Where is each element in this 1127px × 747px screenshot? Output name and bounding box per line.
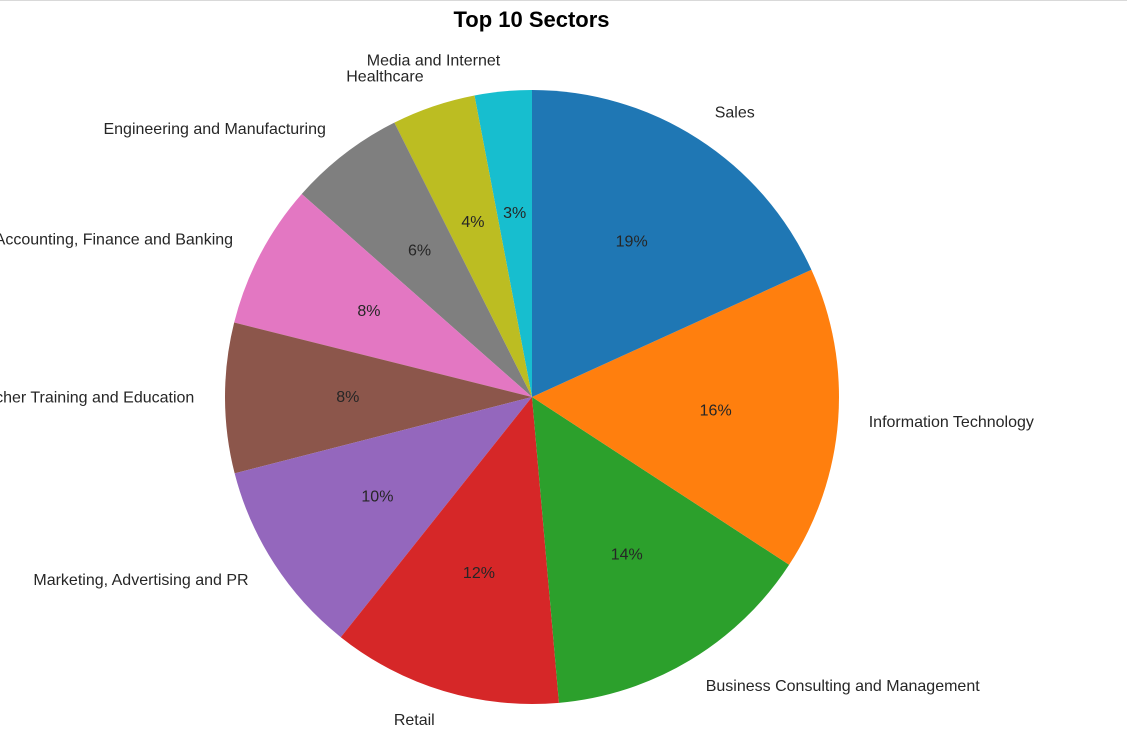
percent-label-retail: 12%	[463, 565, 495, 582]
category-label-retail: Retail	[394, 712, 435, 729]
category-label-information-technology: Information Technology	[869, 414, 1034, 431]
category-label-marketing-advertising-and-pr: Marketing, Advertising and PR	[33, 572, 248, 589]
pie-slice-information-technology	[532, 269, 839, 565]
pie-slice-retail	[340, 397, 559, 704]
percent-label-teacher-training-and-education: 8%	[336, 389, 359, 406]
pie-slice-teacher-training-and-education	[224, 322, 532, 474]
percent-label-accounting-finance-and-banking: 8%	[357, 303, 380, 320]
chart-title: Top 10 Sectors	[453, 7, 610, 32]
top-border-line	[0, 0, 1127, 1]
pie-percent-labels: 3% 4% 6% 8% 8% 10% 12% 14% 16% 19%	[336, 205, 731, 582]
pie-slice-marketing-advertising-and-pr	[234, 397, 533, 638]
percent-label-sales: 19%	[616, 234, 648, 251]
pie-slice-healthcare	[394, 95, 532, 398]
percent-label-business-consulting-and-management: 14%	[611, 546, 643, 563]
category-label-engineering-and-manufacturing: Engineering and Manufacturing	[103, 121, 325, 138]
category-label-sales: Sales	[715, 105, 755, 122]
percent-label-marketing-advertising-and-pr: 10%	[361, 489, 393, 506]
percent-label-engineering-and-manufacturing: 6%	[408, 243, 431, 260]
pie-slice-engineering-and-manufacturing	[301, 122, 532, 397]
category-label-healthcare: Healthcare	[346, 69, 423, 86]
percent-label-media-and-internet: 3%	[503, 205, 526, 222]
category-label-media-and-internet: Media and Internet	[367, 52, 501, 69]
pie-slices	[224, 90, 839, 704]
pie-slice-business-consulting-and-management	[532, 397, 790, 703]
pie-slice-media-and-internet	[474, 90, 532, 397]
category-label-accounting-finance-and-banking: Accounting, Finance and Banking	[0, 231, 233, 248]
percent-label-healthcare: 4%	[461, 214, 484, 231]
percent-label-information-technology: 16%	[700, 402, 732, 419]
category-label-teacher-training-and-education: Teacher Training and Education	[0, 390, 194, 407]
pie-slice-sales	[532, 90, 812, 397]
category-label-business-consulting-and-management: Business Consulting and Management	[706, 678, 981, 695]
pie-slice-accounting-finance-and-banking	[234, 193, 532, 397]
